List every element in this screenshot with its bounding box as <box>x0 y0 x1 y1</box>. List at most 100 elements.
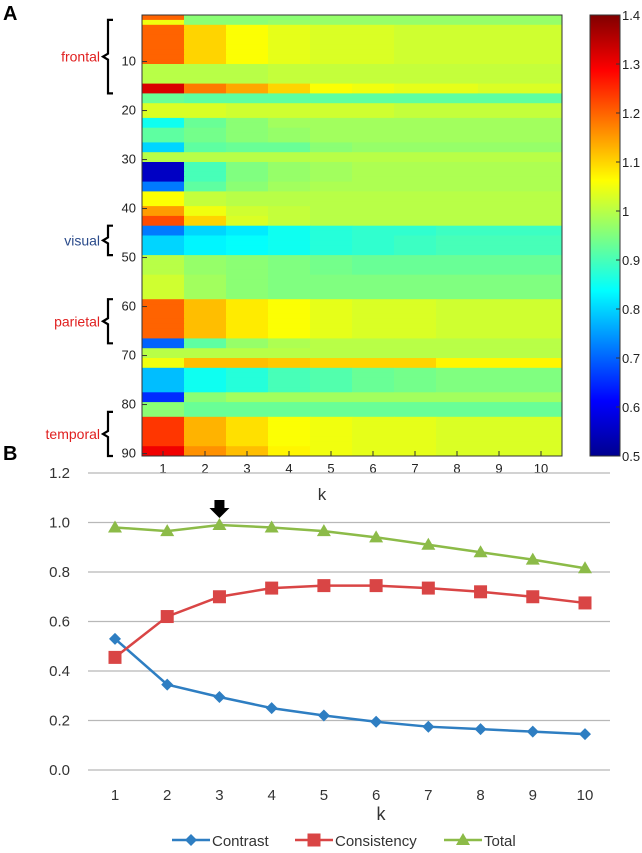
heatmap-cell <box>142 201 185 207</box>
heatmap-cell <box>310 426 353 432</box>
heatmap-cell <box>142 230 185 236</box>
data-point-consistency <box>474 585 488 599</box>
x-tick-label: 7 <box>424 787 432 804</box>
heatmap-cell <box>142 39 185 45</box>
heatmap-cell <box>478 201 521 207</box>
heatmap-cell <box>436 235 479 241</box>
heatmap-cell <box>478 78 521 85</box>
data-point-contrast <box>317 709 330 722</box>
heatmap-cell <box>268 411 311 418</box>
heatmap-cell <box>226 108 269 114</box>
heatmap-cell <box>310 407 353 413</box>
heatmap-cell <box>478 294 521 300</box>
heatmap-cell <box>520 416 563 423</box>
heatmap-cell <box>478 343 521 349</box>
heatmap-cell <box>478 289 521 295</box>
heatmap-cell <box>520 318 563 325</box>
heatmap-cell <box>520 372 563 379</box>
heatmap-cell <box>268 98 311 104</box>
heatmap-cell <box>394 206 437 212</box>
heatmap-cell <box>310 29 353 36</box>
heatmap-cell <box>142 294 185 300</box>
y-tick-label: 1.0 <box>49 515 70 532</box>
heatmap-cell <box>226 137 269 143</box>
heatmap-cell <box>310 44 353 50</box>
heatmap-cell <box>520 323 563 330</box>
heatmap-cell <box>478 367 521 374</box>
heatmap-cell <box>394 245 437 251</box>
heatmap-cell <box>394 225 437 232</box>
heatmap-cell <box>352 215 395 222</box>
heatmap-cell <box>310 377 353 383</box>
heatmap-cell <box>268 162 311 168</box>
heatmap-cell <box>142 34 185 40</box>
heatmap-cell <box>142 54 185 60</box>
heatmap-cell <box>310 353 353 359</box>
heatmap-cell <box>226 152 269 158</box>
heatmap-cell <box>226 44 269 50</box>
heatmap-cell <box>142 274 185 281</box>
heatmap-cell <box>226 392 269 398</box>
heatmap-cell <box>394 230 437 236</box>
data-point-total <box>421 537 436 550</box>
heatmap-cell <box>520 59 563 65</box>
heatmap-cell <box>268 333 311 339</box>
heatmap-cell <box>310 343 353 349</box>
heatmap-cell <box>478 260 521 266</box>
heatmap-cell <box>436 19 479 26</box>
heatmap-cell <box>436 24 479 31</box>
heatmap-cell <box>226 186 269 192</box>
heatmap-cell <box>310 255 353 261</box>
heatmap-cell <box>436 176 479 183</box>
heatmap-cell <box>268 264 311 271</box>
heatmap-cell <box>394 137 437 143</box>
heatmap-cell <box>268 64 311 70</box>
heatmap-cell <box>268 382 311 388</box>
heatmap-cell <box>226 269 269 276</box>
heatmap-cell <box>520 274 563 281</box>
heatmap-cell <box>226 132 269 138</box>
heatmap-cell <box>352 108 395 114</box>
heatmap-cell <box>268 426 311 432</box>
heatmap-cell <box>436 358 479 364</box>
heatmap-cell <box>226 19 269 26</box>
heatmap-cell <box>520 313 563 320</box>
heatmap-cell <box>184 29 227 36</box>
heatmap-cell <box>352 304 395 310</box>
heatmap-cell <box>352 225 395 232</box>
heatmap-cell <box>478 157 521 163</box>
heatmap-cell <box>352 441 395 447</box>
heatmap-cell <box>520 441 563 447</box>
heatmap-cell <box>352 206 395 212</box>
heatmap-cell <box>520 142 563 148</box>
heatmap-cell <box>184 152 227 158</box>
heatmap-cell <box>268 299 311 305</box>
heatmap-cell <box>436 426 479 432</box>
heatmap-cell <box>142 93 185 99</box>
heatmap-cell <box>478 220 521 227</box>
heatmap-cell <box>352 68 395 75</box>
data-point-consistency <box>526 590 540 604</box>
heatmap-cell <box>310 392 353 398</box>
heatmap-cell <box>184 411 227 418</box>
heatmap-cell <box>520 103 563 109</box>
heatmap-cell <box>352 269 395 276</box>
heatmap-cell <box>268 274 311 281</box>
heatmap-cell <box>268 122 311 129</box>
heatmap-cell <box>520 166 563 173</box>
heatmap-cell <box>310 98 353 104</box>
heatmap-cell <box>394 122 437 129</box>
heatmap-cell <box>310 269 353 276</box>
heatmap-cell <box>436 367 479 374</box>
heatmap-cell <box>142 64 185 70</box>
heatmap-cell <box>310 362 353 369</box>
heatmap-cell <box>142 181 185 187</box>
heatmap-cell <box>478 431 521 437</box>
heatmap-cell <box>310 186 353 192</box>
heatmap-cell <box>310 323 353 330</box>
heatmap-cell <box>226 436 269 442</box>
heatmap-cell <box>352 117 395 124</box>
heatmap-cell <box>184 318 227 325</box>
heatmap-cell <box>226 113 269 119</box>
x-tick-label: 8 <box>476 787 484 804</box>
